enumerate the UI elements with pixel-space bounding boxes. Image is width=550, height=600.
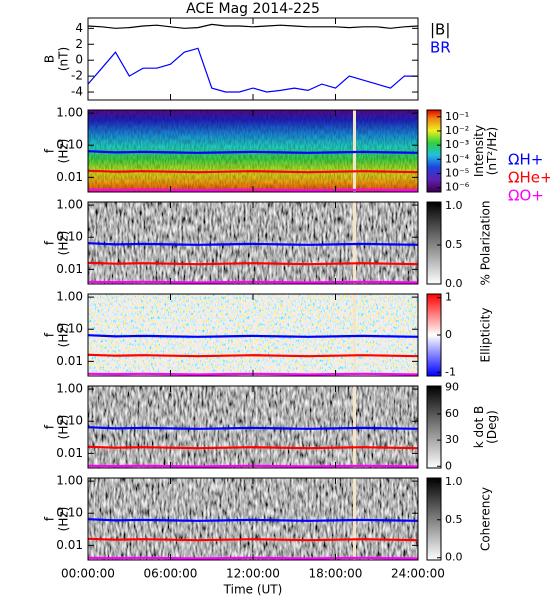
y-axis-label: (Hz) — [57, 231, 71, 256]
y-tick-label: 0.10 — [56, 414, 83, 428]
y-tick-label: 0.01 — [56, 446, 83, 460]
y-axis-label: (Hz) — [57, 507, 71, 532]
series-line — [87, 334, 419, 338]
series-line — [87, 261, 419, 266]
x-axis-label: Time (UT) — [223, 583, 283, 597]
y-tick-label: 0.10 — [56, 322, 83, 336]
colorbar-tick-label: 60 — [445, 407, 459, 420]
series-line — [87, 169, 419, 174]
colorbar-tick-label: 1.0 — [445, 199, 463, 212]
x-tick-label: 24:00:00 — [391, 567, 445, 581]
y-axis-label: (nT) — [57, 47, 71, 71]
y-tick-label: 0 — [75, 53, 83, 67]
plot-background — [88, 18, 418, 100]
colorbar-label: (Deg) — [485, 410, 499, 444]
x-tick-label: 06:00:00 — [144, 567, 198, 581]
x-tick-label: 00:00:00 — [61, 567, 115, 581]
colorbar-tick-label: 0.5 — [445, 238, 463, 251]
y-tick-label: -2 — [71, 69, 83, 83]
colorbar-label: (nT²/Hz) — [485, 127, 499, 175]
y-tick-label: 1.00 — [56, 198, 83, 212]
y-tick-label: 0.01 — [56, 170, 83, 184]
colorbar-tick-label: 10⁻³ — [445, 138, 469, 151]
colorbar-tick-label: 10⁻² — [445, 124, 469, 137]
y-tick-label: 0.10 — [56, 506, 83, 520]
chart-title: ACE Mag 2014-225 — [186, 1, 320, 17]
colorbar — [426, 477, 442, 561]
colorbar-tick-label: 0.0 — [445, 551, 463, 564]
colorbar-tick-label: 10⁻⁵ — [445, 167, 469, 180]
colorbar-tick-label: 10⁻⁴ — [445, 152, 470, 165]
series-line — [87, 47, 418, 93]
y-tick-label: 4 — [75, 21, 83, 35]
legend-label: ΩHe+ — [508, 169, 550, 187]
legend-label: |B| — [430, 21, 450, 39]
legend-label: ΩO+ — [508, 187, 544, 205]
y-axis-label: (Hz) — [57, 323, 71, 348]
colorbar-label: k dot B — [472, 406, 486, 448]
y-axis-label: B — [43, 55, 57, 63]
y-axis-label: f — [43, 240, 57, 245]
y-tick-label: 0.01 — [56, 538, 83, 552]
y-tick-label: 0.01 — [56, 262, 83, 276]
y-tick-label: 1.00 — [56, 290, 83, 304]
colorbar-tick-label: 0.5 — [445, 513, 463, 526]
colorbar-tick-label: 1 — [445, 291, 452, 304]
legend-label: BR — [430, 39, 451, 57]
y-tick-label: 0.10 — [56, 230, 83, 244]
y-axis-label: (Hz) — [57, 415, 71, 440]
series-line — [87, 353, 419, 358]
series-line — [87, 426, 419, 430]
colorbar-label: Intensity — [472, 125, 486, 177]
colorbar-tick-label: 30 — [445, 433, 459, 446]
series-line — [87, 445, 419, 450]
y-axis-label: f — [43, 332, 57, 337]
colorbar-tick-label: 1.0 — [445, 475, 463, 488]
colorbar — [426, 109, 442, 193]
y-tick-label: 1.00 — [56, 474, 83, 488]
y-tick-label: 2 — [75, 37, 83, 51]
x-tick-label: 12:00:00 — [226, 567, 280, 581]
series-line — [87, 150, 419, 154]
colorbar-tick-label: 0 — [445, 459, 452, 472]
colorbar-label: Ellipticity — [479, 308, 493, 363]
y-axis-label: f — [43, 516, 57, 521]
y-tick-label: -4 — [71, 85, 83, 99]
series-line — [87, 518, 419, 522]
colorbar-tick-label: 10⁻¹ — [445, 110, 469, 123]
colorbar — [426, 201, 442, 285]
y-tick-label: 1.00 — [56, 106, 83, 120]
colorbar-tick-label: -1 — [445, 365, 456, 378]
series-line — [87, 23, 419, 29]
colorbar-label: % Polarization — [479, 201, 493, 286]
colorbar-tick-label: 0.0 — [445, 277, 463, 290]
y-axis-label: f — [43, 148, 57, 153]
legend-label: ΩH+ — [508, 151, 543, 169]
series-line — [87, 537, 419, 542]
colorbar — [426, 385, 442, 469]
y-tick-label: 0.01 — [56, 354, 83, 368]
colorbar-tick-label: 0 — [445, 328, 452, 341]
y-tick-label: 0.10 — [56, 138, 83, 152]
colorbar-tick-label: 90 — [445, 381, 459, 394]
x-tick-label: 18:00:00 — [309, 567, 363, 581]
colorbar-label: Coherency — [479, 487, 493, 551]
y-axis-label: (Hz) — [57, 139, 71, 164]
y-axis-label: f — [43, 424, 57, 429]
colorbar-tick-label: 10⁻⁶ — [445, 181, 470, 194]
y-tick-label: 1.00 — [56, 382, 83, 396]
series-line — [87, 242, 419, 246]
